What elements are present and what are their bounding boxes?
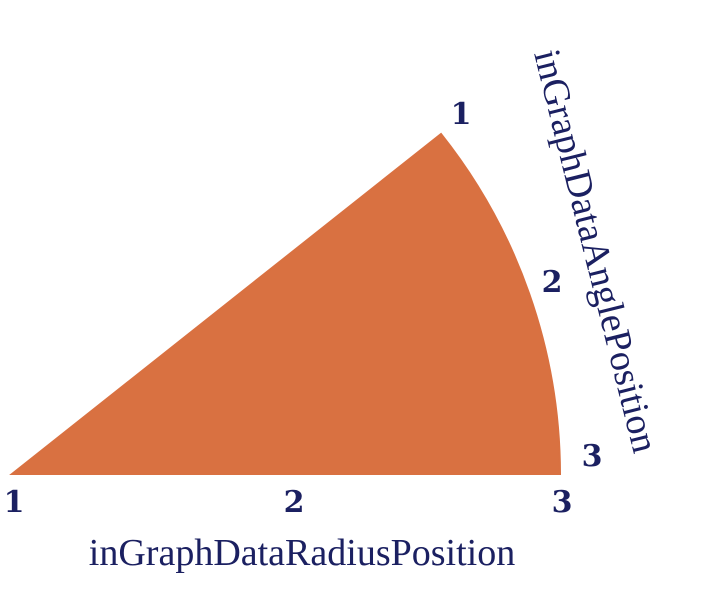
radius-tick-2: 2 <box>284 485 305 520</box>
angle-tick-3: 3 <box>582 439 603 474</box>
angle-tick-1: 1 <box>451 97 472 132</box>
radius-tick-3: 3 <box>552 485 573 520</box>
radius-tick-1: 1 <box>4 485 25 520</box>
sector-shape <box>9 132 562 475</box>
angle-tick-2: 2 <box>542 265 563 300</box>
radius-axis-title: inGraphDataRadiusPosition <box>89 532 515 574</box>
